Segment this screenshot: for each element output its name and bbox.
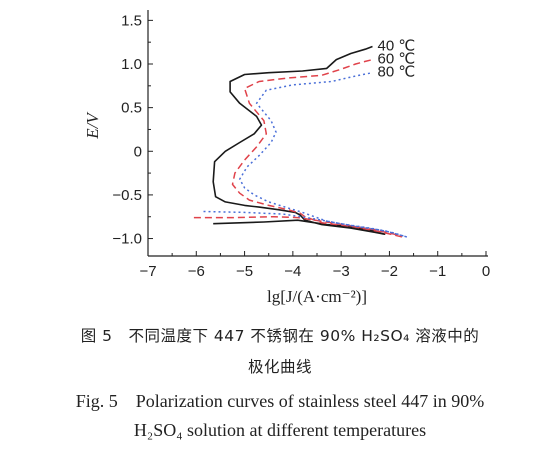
y-tick-label: −0.5 bbox=[112, 187, 142, 204]
caption-english-line-2: H₂SO₄ solution at different temperatures bbox=[133, 420, 427, 440]
x-tick-label: −3 bbox=[333, 263, 350, 280]
chart-legend: 40 ℃60 ℃80 ℃ bbox=[378, 38, 416, 81]
legend-label-2: 60 ℃ bbox=[378, 51, 416, 68]
series-line-2 bbox=[193, 58, 403, 238]
series-line-3 bbox=[203, 71, 408, 238]
caption-english-line-1: Fig. 5 Polarization curves of stainless … bbox=[75, 391, 485, 411]
caption-chinese-line-1: 图 5 不同温度下 447 不锈钢在 90% H₂SO₄ 溶液中的 bbox=[80, 327, 480, 345]
x-axis-title: lg[J/(A·cm⁻²)] bbox=[267, 287, 367, 306]
y-tick-label: 0 bbox=[134, 143, 142, 160]
x-tick-label: 0 bbox=[482, 263, 490, 280]
y-tick-label: 1.5 bbox=[121, 12, 142, 29]
x-tick-label: −6 bbox=[188, 263, 205, 280]
y-tick-label: −1.0 bbox=[112, 231, 142, 248]
legend-label-3: 80 ℃ bbox=[378, 64, 416, 81]
x-tick-label: −1 bbox=[429, 263, 446, 280]
chart-series bbox=[193, 45, 408, 238]
polarization-chart: −7 −6 −5 −4 −3 −2 −1 0 −1.0 −0.5 0 0.5 1.0 1.5 40 ℃60… bbox=[83, 10, 490, 306]
y-tick-label: 0.5 bbox=[121, 100, 142, 117]
x-tick-label: −5 bbox=[236, 263, 253, 280]
x-tick-label: −4 bbox=[284, 263, 301, 280]
x-tick-label: −7 bbox=[139, 263, 156, 280]
chart-axes: −7 −6 −5 −4 −3 −2 −1 0 −1.0 −0.5 0 0.5 1.0 1.5 bbox=[112, 10, 490, 280]
x-tick-label: −2 bbox=[381, 263, 398, 280]
caption-chinese-line-2: 极化曲线 bbox=[247, 358, 312, 376]
y-tick-label: 1.0 bbox=[121, 56, 142, 73]
y-axis-title: E/V bbox=[83, 111, 102, 140]
series-line-1 bbox=[212, 45, 386, 235]
legend-label-1: 40 ℃ bbox=[378, 38, 416, 55]
